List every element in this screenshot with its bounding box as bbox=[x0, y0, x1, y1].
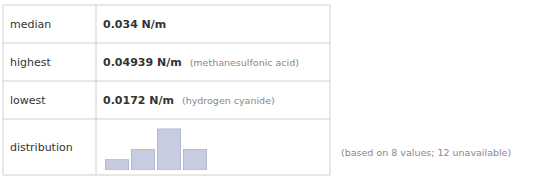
bar bbox=[183, 149, 206, 170]
row-value: 0.04939 N/m bbox=[103, 56, 182, 69]
row-subtext: (hydrogen cyanide) bbox=[182, 95, 275, 106]
chart-svg: median 0.034 N/m highest 0.04939 N/m (methan… bbox=[0, 0, 546, 180]
row-label: highest bbox=[10, 56, 51, 69]
table-border bbox=[330, 5, 331, 175]
table-border bbox=[3, 81, 330, 82]
table-lines bbox=[3, 5, 330, 175]
bar bbox=[131, 149, 154, 170]
row-label: lowest bbox=[10, 94, 46, 107]
table-border bbox=[3, 119, 330, 120]
bar bbox=[157, 129, 180, 170]
bar bbox=[105, 160, 128, 170]
table-border bbox=[3, 43, 330, 44]
row-label: distribution bbox=[10, 141, 73, 154]
footer: (based on 8 values; 12 unavailable) bbox=[341, 147, 511, 158]
bars bbox=[105, 129, 206, 170]
row-value: 0.034 N/m bbox=[103, 18, 166, 31]
chart-root: median 0.034 N/m highest 0.04939 N/m (methan… bbox=[0, 0, 546, 180]
row-label: median bbox=[10, 18, 51, 31]
row-subtext: (methanesulfonic acid) bbox=[190, 57, 299, 68]
table-border bbox=[3, 5, 4, 175]
row-value: 0.0172 N/m bbox=[103, 94, 174, 107]
table-border bbox=[3, 175, 330, 176]
table-border bbox=[96, 5, 97, 175]
table-border bbox=[3, 5, 330, 6]
